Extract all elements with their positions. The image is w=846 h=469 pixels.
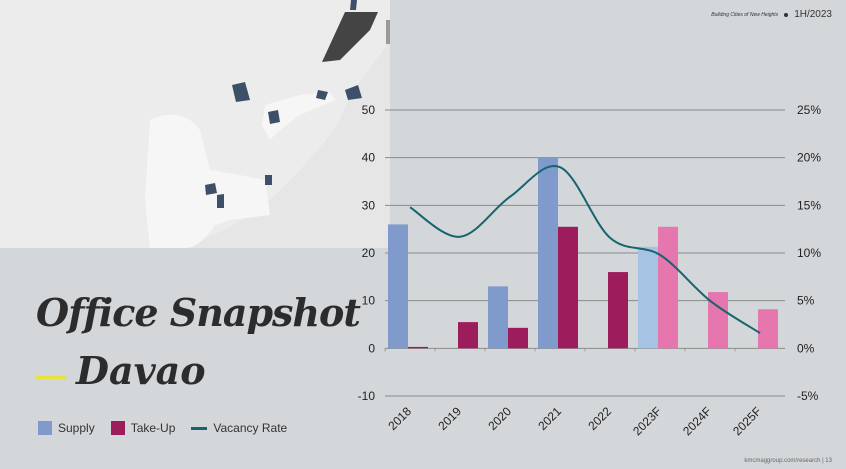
x-tick-label: 2018 — [385, 404, 414, 433]
title-line1: Office Snapshot — [36, 290, 361, 335]
footer: kmcmaggroup.com/research | 13 — [744, 458, 832, 464]
supply-bar — [388, 224, 408, 349]
x-tick-label: 2019 — [435, 404, 464, 433]
right-tick-label: 15% — [797, 198, 821, 212]
period: 1H/2023 — [794, 9, 832, 20]
takeup-swatch — [110, 421, 125, 435]
left-tick-label: 10 — [362, 294, 376, 308]
left-tick-label: -10 — [358, 389, 376, 403]
x-tick-label: 2023F — [630, 404, 664, 438]
supply-bar — [538, 157, 558, 349]
left-tick-label: 0 — [368, 341, 375, 355]
header: Building Cities of New Heights 1H/2023 — [711, 9, 832, 20]
vacancy-swatch — [191, 426, 208, 430]
vacancy-rate-line — [409, 165, 761, 334]
takeup-bar — [458, 322, 478, 349]
supply-bar — [488, 286, 508, 349]
left-tick-label: 50 — [362, 103, 376, 117]
legend-label: Take-Up — [130, 421, 176, 435]
right-tick-label: 10% — [797, 246, 821, 260]
takeup-bar — [508, 327, 528, 349]
left-tick-label: 20 — [362, 246, 376, 260]
takeup-bar — [708, 292, 728, 349]
takeup-bar — [758, 309, 778, 349]
x-tick-label: 2020 — [485, 404, 514, 433]
x-tick-label: 2022 — [585, 404, 614, 433]
title-line2: Davao — [76, 348, 206, 393]
right-tick-label: 20% — [797, 151, 821, 165]
right-tick-label: 0% — [797, 341, 815, 355]
davao-map — [0, 0, 390, 248]
right-tick-label: 5% — [797, 294, 815, 308]
left-tick-label: 30 — [362, 198, 376, 212]
x-tick-label: 2021 — [535, 404, 564, 433]
bullet-icon — [784, 12, 789, 17]
takeup-bar — [408, 346, 428, 349]
supply-swatch — [38, 421, 52, 435]
x-tick-label: 2025F — [730, 404, 764, 438]
right-tick-label: -5% — [797, 389, 819, 403]
accent-dash — [36, 376, 66, 379]
takeup-bar — [658, 226, 678, 349]
legend-label: Vacancy Rate — [213, 421, 288, 435]
title-line2-wrap: Davao — [36, 348, 206, 393]
legend-vacancy: Vacancy Rate — [191, 421, 287, 435]
takeup-bar — [558, 226, 578, 349]
tagline: Building Cities of New Heights — [711, 11, 779, 18]
legend-takeup: Take-Up — [110, 421, 176, 435]
right-tick-label: 25% — [797, 103, 821, 117]
supply-bar — [638, 246, 658, 349]
legend-supply: Supply — [38, 421, 95, 435]
left-tick-label: 40 — [362, 151, 376, 165]
x-tick-label: 2024F — [680, 404, 714, 438]
legend: Supply Take-Up Vacancy Rate — [38, 421, 287, 435]
takeup-bar — [608, 272, 628, 349]
legend-label: Supply — [58, 421, 95, 435]
